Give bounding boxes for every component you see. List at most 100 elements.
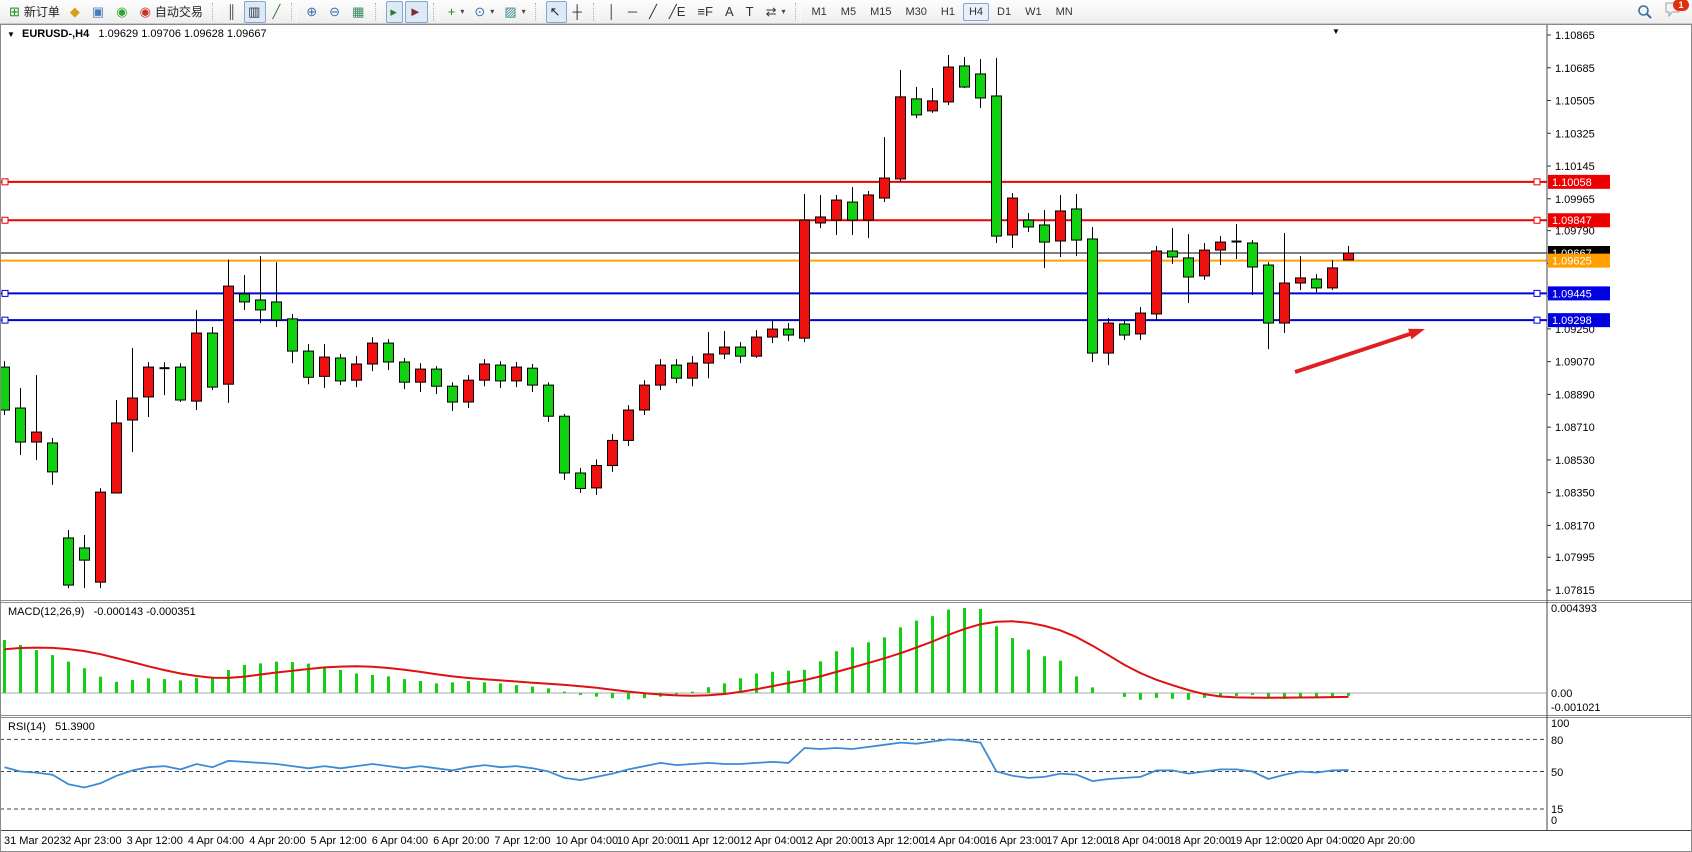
chat-button[interactable]: 1	[1665, 0, 1689, 22]
chart-title-arrow-icon[interactable]: ▼	[7, 30, 15, 39]
price-tick-label: 1.07995	[1555, 552, 1595, 564]
timeframe-m30-button[interactable]: M30	[905, 5, 927, 18]
timeframe-h1-button[interactable]: H1	[940, 5, 955, 18]
mql5-community-button[interactable]: ◆	[66, 1, 86, 23]
candle-bullish	[943, 66, 954, 103]
candle-bullish	[751, 336, 762, 357]
timeframe-mn-button[interactable]: MN	[1055, 5, 1073, 18]
hline-handle[interactable]	[1, 178, 9, 186]
auto-scroll-button[interactable]: ▸	[386, 0, 403, 23]
macd-name: MACD(12,26,9)	[8, 606, 85, 618]
time-label: 3 Apr 12:00	[127, 835, 183, 847]
candle-bullish	[767, 328, 778, 338]
zoom-in-button[interactable]: ⊕	[302, 1, 323, 23]
signals-button[interactable]: ◉	[112, 1, 133, 23]
candle-bullish	[1055, 210, 1066, 242]
toolbar-separator	[534, 2, 541, 21]
candle-bearish	[287, 318, 298, 352]
periods-button[interactable]: ⊙ ▾	[470, 1, 498, 23]
chart-symbol-label: EURUSD-,H4	[21, 28, 90, 40]
hline-handle[interactable]	[1533, 178, 1541, 186]
time-label: 6 Apr 04:00	[372, 835, 428, 847]
rsi-scale-label: 100	[1551, 718, 1569, 730]
chart-background	[0, 24, 1692, 852]
timeframe-m5-button[interactable]: M5	[840, 5, 857, 18]
crosshair-icon: ┼	[572, 4, 582, 19]
candle-bullish	[879, 177, 890, 199]
candle-bullish	[1199, 249, 1210, 277]
timeframe-d1-button[interactable]: D1	[997, 5, 1012, 18]
time-label: 5 Apr 12:00	[311, 835, 367, 847]
candle-bullish	[1151, 250, 1162, 315]
candle-bullish	[623, 409, 634, 441]
hline-handle[interactable]	[1533, 316, 1541, 324]
bars-chart-button[interactable]: ║	[223, 1, 242, 23]
candle-bearish	[495, 364, 506, 382]
hline-handle[interactable]	[1, 216, 9, 224]
price-tick-label: 1.08890	[1555, 389, 1595, 401]
timeframe-h4-button[interactable]: H4	[962, 2, 989, 21]
candle-bullish	[927, 100, 938, 112]
price-line-badge-bg	[1548, 253, 1610, 268]
candle-bullish	[1007, 197, 1018, 236]
indicators-icon: +	[447, 4, 456, 19]
equidistant-channel-button[interactable]: ╱E	[665, 1, 692, 23]
fibonacci-button[interactable]: ≡F	[693, 1, 719, 23]
vertical-line-button[interactable]: │	[604, 1, 622, 23]
indicators-dropdown-icon[interactable]: ▾	[460, 7, 465, 16]
candles-chart-button[interactable]: ▥	[244, 0, 267, 23]
text-label-button[interactable]: T	[742, 1, 760, 23]
candle-bearish	[959, 65, 970, 88]
candle-bearish	[1263, 264, 1274, 324]
periods-dropdown-icon[interactable]: ▾	[490, 7, 495, 16]
indicators-button[interactable]: + ▾	[444, 1, 469, 23]
price-line-badge-text: 1.09298	[1552, 315, 1592, 327]
timeframe-m15-button[interactable]: M15	[870, 5, 892, 18]
crosshair-button[interactable]: ┼	[569, 1, 588, 23]
horizontal-line-button[interactable]: ─	[624, 1, 643, 23]
hline-handle[interactable]	[1533, 216, 1541, 224]
toolbar-separator	[432, 2, 439, 21]
chart-quick-menu-icon[interactable]: ▼	[1332, 27, 1340, 36]
price-line-badge-text: 1.09445	[1552, 288, 1592, 300]
price-line-badge-bg	[1548, 174, 1610, 189]
rsi-indicator-label: RSI(14) 51.3900	[8, 721, 95, 733]
chart-canvas: 1.10865 1.10685 1.10505 1.10325 1.10145 1.099…	[0, 24, 1692, 852]
candle-bearish	[255, 299, 266, 311]
candle-bearish	[991, 95, 1002, 237]
arrow-annotation-head[interactable]	[1408, 328, 1425, 340]
toolbar-separator	[291, 2, 298, 21]
time-axis[interactable]: 31 Mar 2023 2 Apr 23:00 3 Apr 12:00 4 Apr 0…	[4, 835, 1415, 847]
trendline-button[interactable]: ╱	[645, 1, 663, 23]
search-icon[interactable]	[1637, 4, 1653, 20]
cursor-button[interactable]: ↖	[545, 0, 567, 23]
line-chart-button[interactable]: ╱	[268, 1, 286, 23]
hline-handle[interactable]	[1, 316, 9, 324]
main-toolbar: ⊞ 新订单 ◆ ▣ ◉ ◉ 自动交易 ║ ▥ ╱ ⊕ ⊖ ▦ ▸ ► + ▾ ⊙ ▾ ▨ ▾ ↖ ┼ │ ─ ╱ ╱E ≡F A T ⇄ ▾ M…	[0, 0, 1692, 24]
zoom-in-icon: ⊕	[306, 4, 318, 19]
chart-shift-button[interactable]: ►	[404, 0, 428, 23]
metaeditor-button[interactable]: ▣	[88, 1, 110, 23]
candle-bullish	[479, 363, 490, 381]
timeframe-w1-button[interactable]: W1	[1025, 5, 1042, 18]
timeframe-m1-button[interactable]: M1	[811, 5, 827, 18]
templates-button[interactable]: ▨ ▾	[500, 1, 529, 23]
textlabel-icon: T	[745, 4, 754, 19]
new-order-button[interactable]: ⊞ 新订单	[5, 1, 64, 23]
toolbar-separator	[794, 2, 801, 21]
auto-trading-button[interactable]: ◉ 自动交易	[136, 1, 207, 23]
templates-dropdown-icon[interactable]: ▾	[521, 7, 526, 16]
price-tick-label: 1.08350	[1555, 488, 1595, 500]
tile-windows-button[interactable]: ▦	[348, 1, 370, 23]
text-button[interactable]: A	[721, 1, 740, 23]
zoom-out-button[interactable]: ⊖	[325, 1, 346, 23]
candle-bearish	[383, 342, 394, 363]
hline-handle[interactable]	[1533, 289, 1541, 297]
arrow-objects-button[interactable]: ⇄ ▾	[762, 1, 790, 23]
arrow-annotation-line[interactable]	[1294, 330, 1415, 374]
candle-bullish	[127, 397, 138, 421]
hline-handle[interactable]	[1, 289, 9, 297]
autotrade-icon: ◉	[139, 4, 151, 19]
arrow-objects-dropdown-icon[interactable]: ▾	[781, 7, 786, 16]
vline-icon: │	[607, 4, 616, 19]
